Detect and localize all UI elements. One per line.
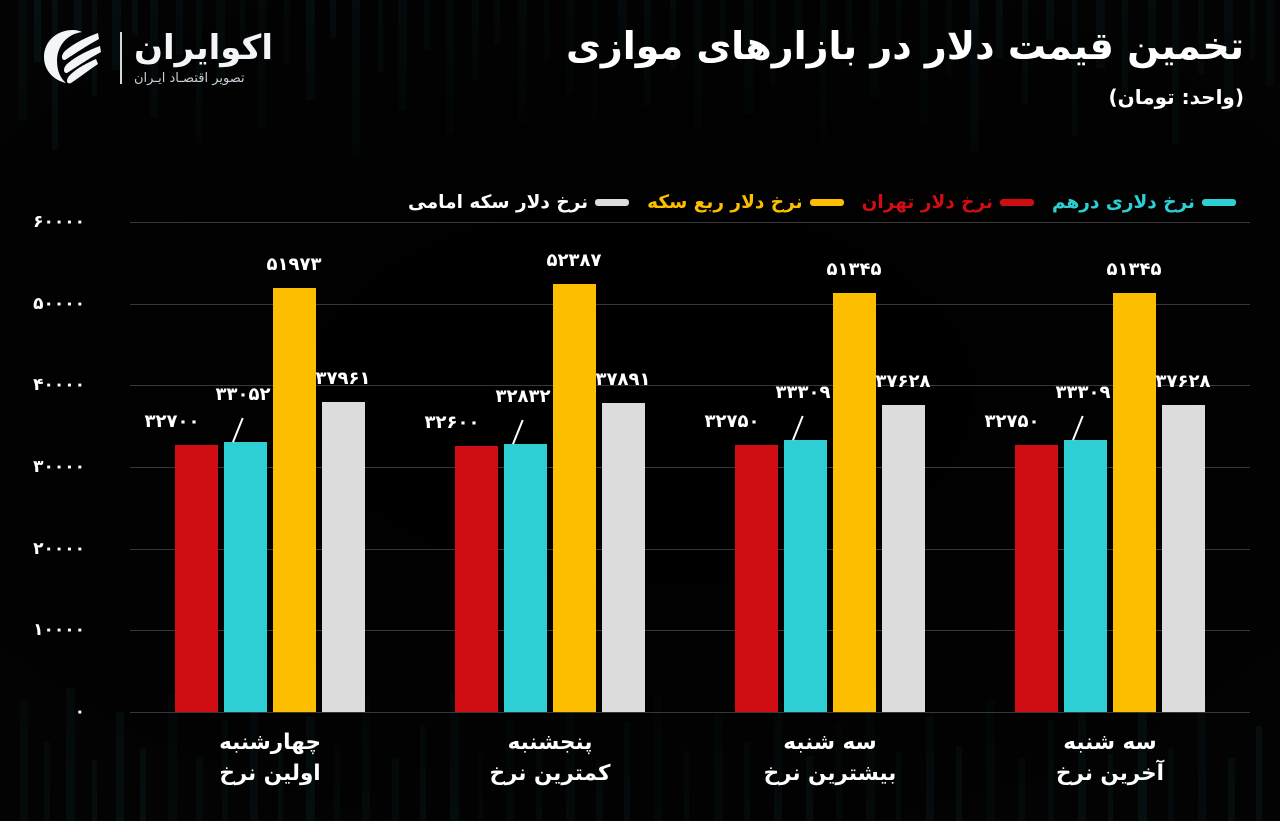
bar-group: ۳۲۶۰۰ ۳۲۸۳۲ ۵۲۳۸۷ ۳۷۸۹۱ <box>410 222 690 712</box>
bar-rect <box>175 444 218 712</box>
bar-rect <box>504 443 547 712</box>
bar-value-label: ۳۷۶۲۸ <box>875 370 931 392</box>
bar-rect <box>1064 439 1107 712</box>
brand-name: اکوایران <box>134 28 273 68</box>
brand-logo-text: اکوایران تصویر اقتصـاد ایـران <box>134 31 273 85</box>
x-axis-label-line2: کمترین نرخ <box>489 760 611 786</box>
y-axis-tick-label: ۴۰۰۰۰ <box>33 375 85 396</box>
legend-item[interactable]: نرخ دلاری درهم <box>1052 192 1236 213</box>
bar-value-label: ۳۲۷۵۰ <box>984 410 1040 432</box>
bar-rect <box>735 444 778 712</box>
background-bar <box>44 742 50 821</box>
x-axis-label-line2: بیشترین نرخ <box>763 760 897 786</box>
x-axis-label-line2: اولین نرخ <box>219 760 321 786</box>
legend-item-label: نرخ دلار تهران <box>861 192 993 213</box>
y-axis-tick-label: ۲۰۰۰۰ <box>33 538 85 559</box>
chart-legend: نرخ دلاری درهم نرخ دلار تهران نرخ دلار ر… <box>408 192 1236 213</box>
x-axis-label-line1: پنجشنبه <box>507 730 593 755</box>
bar-value-label: ۳۷۶۲۸ <box>1155 370 1211 392</box>
background-bar <box>116 712 124 821</box>
bar-rect <box>273 287 316 712</box>
gridline <box>130 712 1250 713</box>
bar-value-label: ۳۷۸۹۱ <box>595 368 651 390</box>
legend-swatch-icon <box>809 199 844 206</box>
bar-rect <box>882 404 925 712</box>
bar-value-label: ۳۷۹۶۱ <box>315 367 371 389</box>
bar-value-label: ۳۲۶۰۰ <box>424 411 480 433</box>
bar-value-label: ۵۱۹۷۳ <box>266 253 322 275</box>
bar-rect <box>1113 292 1156 712</box>
legend-swatch-icon <box>595 199 630 206</box>
value-leader-line <box>792 415 804 441</box>
brand-logo: اکوایران تصویر اقتصـاد ایـران <box>40 26 273 90</box>
chart-header: اکوایران تصویر اقتصـاد ایـران تخمین قیمت… <box>0 0 1280 160</box>
bar-value-label: ۵۱۳۴۵ <box>1106 258 1162 280</box>
x-axis-label-line1: چهارشنبه <box>219 730 321 755</box>
bar-group: ۳۲۷۵۰ ۳۳۳۰۹ ۵۱۳۴۵ ۳۷۶۲۸ <box>690 222 970 712</box>
x-axis-label: چهارشنبه اولین نرخ <box>130 728 410 789</box>
bar-rect <box>553 284 596 712</box>
x-axis-label-line2: آخرین نرخ <box>1055 760 1165 786</box>
legend-item[interactable]: نرخ دلار تهران <box>862 192 1034 213</box>
legend-item-label: نرخ دلار سکه امامی <box>408 192 589 213</box>
bar-rect <box>455 445 498 712</box>
bar-rect <box>224 442 267 712</box>
value-leader-line <box>1072 415 1084 441</box>
x-axis-labels: چهارشنبه اولین نرخ پنجشنبه کمترین نرخ سه… <box>130 728 1250 818</box>
bar-rect <box>833 292 876 712</box>
x-axis-label-line1: سه شنبه <box>1063 730 1157 755</box>
brand-tagline: تصویر اقتصـاد ایـران <box>134 71 245 86</box>
background-bar <box>92 760 97 821</box>
x-axis-label: پنجشنبه کمترین نرخ <box>410 728 690 789</box>
bar-value-label: ۳۲۷۰۰ <box>144 410 200 432</box>
legend-item[interactable]: نرخ دلار سکه امامی <box>408 192 630 213</box>
y-axis-tick-label: ۱۰۰۰۰ <box>33 620 85 641</box>
x-axis-label: سه شنبه آخرین نرخ <box>970 728 1250 789</box>
bar-value-label: ۵۲۳۸۷ <box>546 250 602 272</box>
unit-label: (واحد: تومان) <box>1108 84 1244 109</box>
y-axis-tick-label: ۵۰۰۰۰ <box>33 293 85 314</box>
bar-value-label: ۵۱۳۴۵ <box>826 258 882 280</box>
x-axis-label: سه شنبه بیشترین نرخ <box>690 728 970 789</box>
page-title: تخمین قیمت دلار در بازارهای موازی <box>566 24 1244 68</box>
legend-swatch-icon <box>1202 199 1236 206</box>
bar-rect <box>1162 404 1205 712</box>
bar-rect <box>1015 444 1058 712</box>
bar-rect <box>784 439 827 712</box>
bar-groups: ۳۲۷۰۰ ۳۳۰۵۲ ۵۱۹۷۳ ۳۷۹۶۱ <box>130 222 1250 712</box>
bar-group: ۳۲۷۵۰ ۳۳۳۰۹ ۵۱۳۴۵ ۳۷۶۲۸ <box>970 222 1250 712</box>
legend-item-label: نرخ دلار ربع سکه <box>647 192 803 213</box>
plot-area: ۰ ۱۰۰۰۰ ۲۰۰۰۰ ۳۰۰۰۰ ۴۰۰۰۰ ۵۰۰۰۰ ۶۰۰۰۰ ۳۲۷۰۰ ۳۳… <box>0 212 1280 722</box>
bar-rect <box>322 402 365 712</box>
legend-item[interactable]: نرخ دلار ربع سکه <box>647 192 844 213</box>
legend-item-label: نرخ دلاری درهم <box>1051 192 1195 213</box>
y-axis-tick-label: ۰ <box>74 702 85 722</box>
background-bar <box>1256 726 1262 821</box>
legend-swatch-icon <box>999 199 1034 206</box>
bar-rect <box>602 402 645 712</box>
title-block: تخمین قیمت دلار در بازارهای موازی (واحد:… <box>424 22 1244 109</box>
bar-group: ۳۲۷۰۰ ۳۳۰۵۲ ۵۱۹۷۳ ۳۷۹۶۱ <box>130 222 410 712</box>
value-leader-line <box>512 419 524 445</box>
y-axis-tick-label: ۶۰۰۰۰ <box>33 212 85 232</box>
bar-value-label: ۳۲۷۵۰ <box>704 410 760 432</box>
x-axis-label-line1: سه شنبه <box>783 730 877 755</box>
logo-divider <box>120 32 122 84</box>
globe-swoosh-icon <box>44 30 101 84</box>
value-leader-line <box>232 417 244 443</box>
y-axis-tick-label: ۳۰۰۰۰ <box>33 457 85 477</box>
